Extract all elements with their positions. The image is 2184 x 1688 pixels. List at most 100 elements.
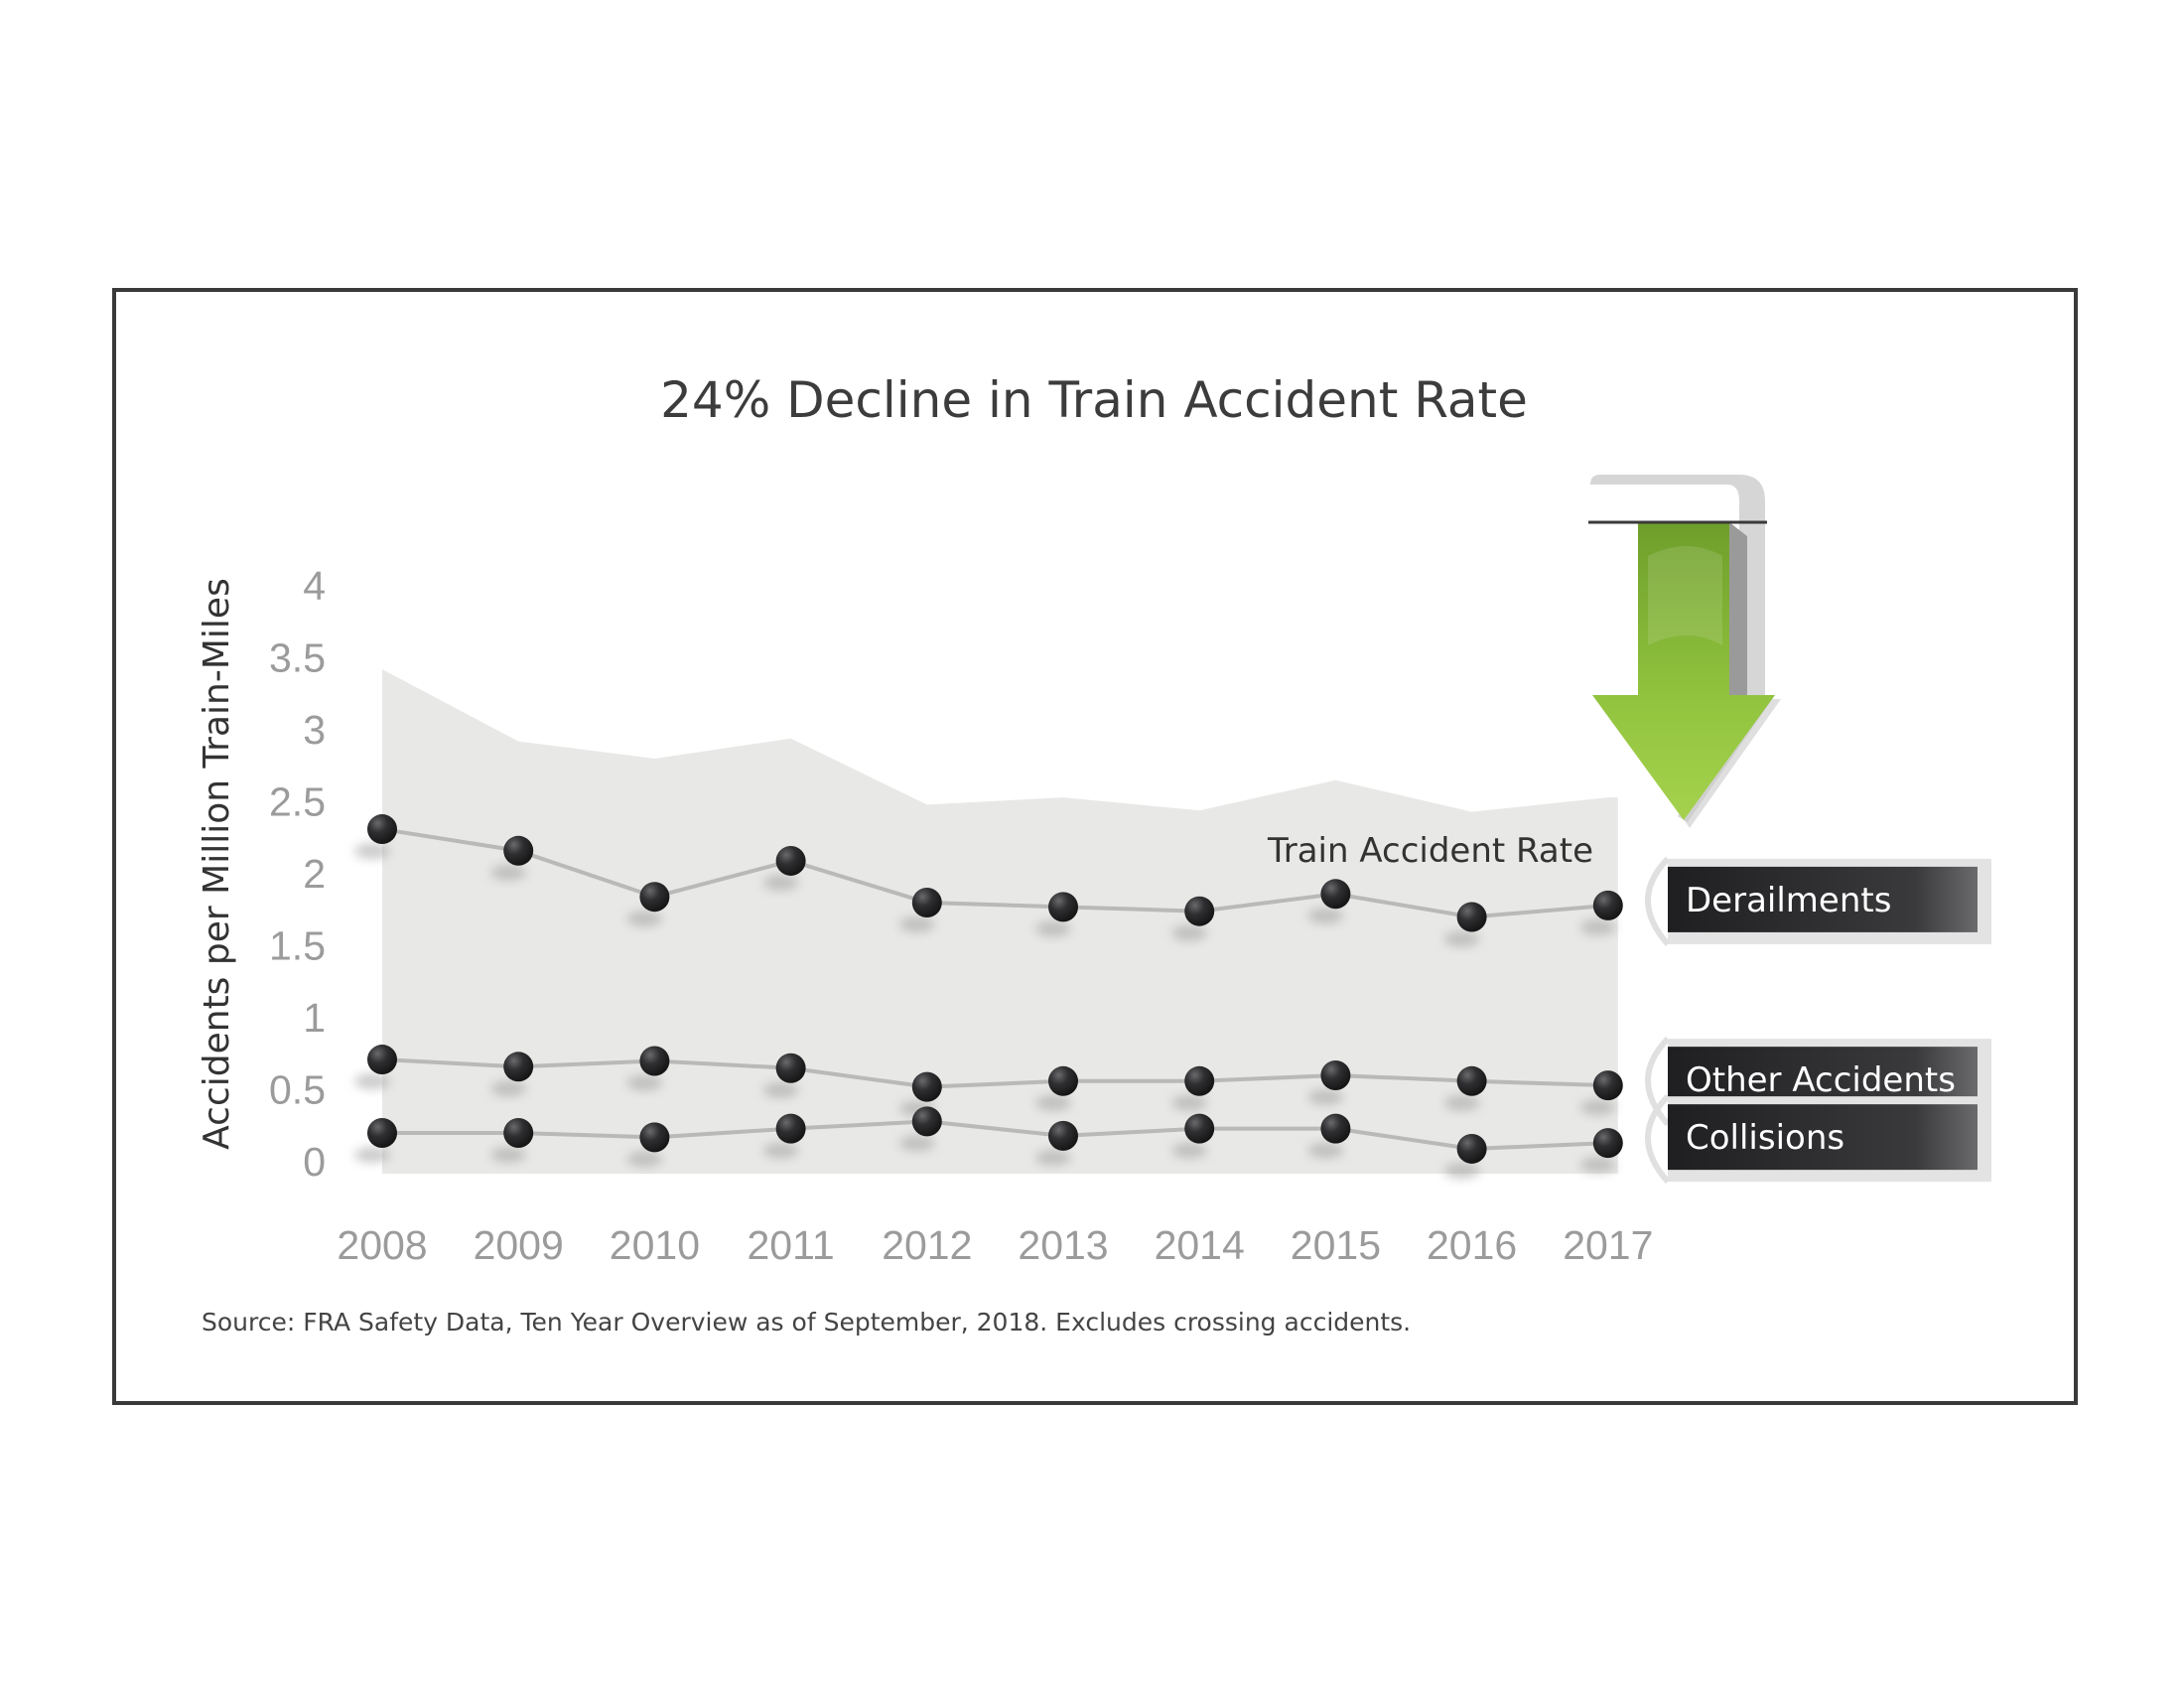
other-accidents-series xyxy=(354,1045,1623,1117)
x-tick-label: 2008 xyxy=(337,1222,427,1268)
other-accidents-label: Other Accidents xyxy=(1686,1060,1956,1100)
label-tab-box xyxy=(1668,1104,1978,1171)
marker-shadow xyxy=(1307,1142,1344,1159)
chart-title: 24% Decline in Train Accident Rate xyxy=(660,371,1528,429)
marker-shadow xyxy=(1579,918,1616,935)
area-annotation: Train Accident Rate xyxy=(1267,831,1593,871)
marker-shadow xyxy=(1307,908,1344,924)
label-tab-box xyxy=(1668,866,1978,932)
data-point xyxy=(1592,890,1623,920)
y-tick-label: 3.5 xyxy=(269,635,326,681)
marker-shadow xyxy=(626,1074,663,1091)
marker-shadow xyxy=(1579,1099,1616,1116)
data-point xyxy=(1592,1128,1623,1159)
marker-shadow xyxy=(626,911,663,927)
collisions-line xyxy=(382,1119,1608,1151)
data-point xyxy=(503,835,534,866)
marker-shadow xyxy=(354,1147,390,1163)
data-point xyxy=(639,882,670,913)
marker-shadow xyxy=(1035,920,1071,937)
collisions-label: Collisions xyxy=(1686,1118,1844,1158)
train-accident-rate-area xyxy=(382,669,1618,1174)
y-axis-label: Accidents per Million Train-Miles xyxy=(197,578,237,1150)
data-point xyxy=(1456,902,1487,932)
data-point xyxy=(775,1113,806,1144)
series-label-layer: Derailments Other Accidents Collisions xyxy=(1645,856,1991,1185)
y-tick-label: 2.5 xyxy=(269,779,326,825)
data-point xyxy=(775,1053,806,1083)
x-tick-layer: 2008 2009 2010 2011 2012 2013 2014 2015 2016 2017 xyxy=(337,1222,1653,1268)
derailments-line xyxy=(381,827,1608,919)
y-tick-label: 0 xyxy=(303,1139,326,1185)
source-note: Source: FRA Safety Data, Ten Year Overvi… xyxy=(202,1308,1411,1336)
data-point xyxy=(1048,892,1078,922)
x-tick-label: 2011 xyxy=(748,1222,835,1268)
y-tick-label: 4 xyxy=(303,563,326,609)
marker-shadow xyxy=(762,1081,799,1098)
marker-shadow xyxy=(762,1142,799,1159)
data-point xyxy=(1320,879,1351,910)
data-point xyxy=(367,814,397,845)
data-point xyxy=(911,1106,942,1137)
data-point xyxy=(367,1045,397,1075)
y-tick-label: 3 xyxy=(303,707,326,753)
data-point xyxy=(639,1046,670,1076)
x-tick-label: 2010 xyxy=(610,1222,700,1268)
marker-shadow xyxy=(1035,1149,1071,1166)
derailments-series xyxy=(354,814,1623,947)
y-tick-layer: 0 0.5 1 1.5 2 2.5 3 3.5 4 xyxy=(269,563,326,1185)
derailments-label: Derailments xyxy=(1686,881,1891,920)
x-tick-label: 2012 xyxy=(882,1222,972,1268)
marker-shadow xyxy=(1443,1162,1480,1179)
data-point xyxy=(1048,1065,1078,1096)
y-tick-label: 1 xyxy=(303,995,326,1041)
series-layer xyxy=(354,814,1623,1179)
marker-shadow xyxy=(1035,1094,1071,1111)
marker-shadow xyxy=(1443,930,1480,947)
data-point xyxy=(1184,1065,1215,1096)
data-point xyxy=(1456,1133,1487,1164)
collisions-label-tab: Collisions xyxy=(1645,1094,1991,1185)
data-point xyxy=(911,1071,942,1102)
data-point xyxy=(639,1122,670,1153)
x-tick-label: 2009 xyxy=(474,1222,564,1268)
marker-shadow xyxy=(1171,924,1208,941)
data-point xyxy=(1592,1070,1623,1101)
label-tab-curl xyxy=(1645,856,1671,946)
x-tick-label: 2014 xyxy=(1155,1222,1245,1268)
marker-shadow xyxy=(490,864,527,881)
label-tab-curl xyxy=(1645,1037,1671,1127)
y-tick-label: 1.5 xyxy=(269,923,326,969)
label-tab-curl xyxy=(1645,1094,1671,1185)
data-point xyxy=(1456,1065,1487,1096)
marker-shadow xyxy=(1307,1089,1344,1105)
data-point xyxy=(1320,1060,1351,1090)
data-point xyxy=(503,1118,534,1148)
marker-shadow xyxy=(1443,1094,1480,1111)
derailments-label-tab: Derailments xyxy=(1645,856,1991,946)
marker-shadow xyxy=(490,1080,527,1097)
x-tick-label: 2016 xyxy=(1427,1222,1517,1268)
decline-arrow-icon xyxy=(1588,475,1781,828)
marker-shadow xyxy=(762,874,799,891)
data-point xyxy=(503,1052,534,1082)
marker-shadow xyxy=(1579,1157,1616,1174)
marker-shadow xyxy=(1171,1094,1208,1111)
x-tick-label: 2013 xyxy=(1018,1222,1108,1268)
marker-shadow xyxy=(898,1135,935,1152)
data-point xyxy=(1184,1113,1215,1144)
data-point xyxy=(367,1118,397,1148)
marker-shadow xyxy=(1171,1142,1208,1159)
x-tick-label: 2015 xyxy=(1291,1222,1381,1268)
x-tick-label: 2017 xyxy=(1563,1222,1653,1268)
y-tick-label: 2 xyxy=(303,851,326,897)
y-tick-label: 0.5 xyxy=(269,1067,326,1113)
data-point xyxy=(1184,896,1215,926)
marker-shadow xyxy=(354,1073,390,1090)
data-point xyxy=(1320,1113,1351,1144)
data-point xyxy=(775,845,806,876)
data-point xyxy=(911,888,942,917)
area-layer xyxy=(382,669,1618,1174)
data-point xyxy=(1048,1120,1078,1151)
